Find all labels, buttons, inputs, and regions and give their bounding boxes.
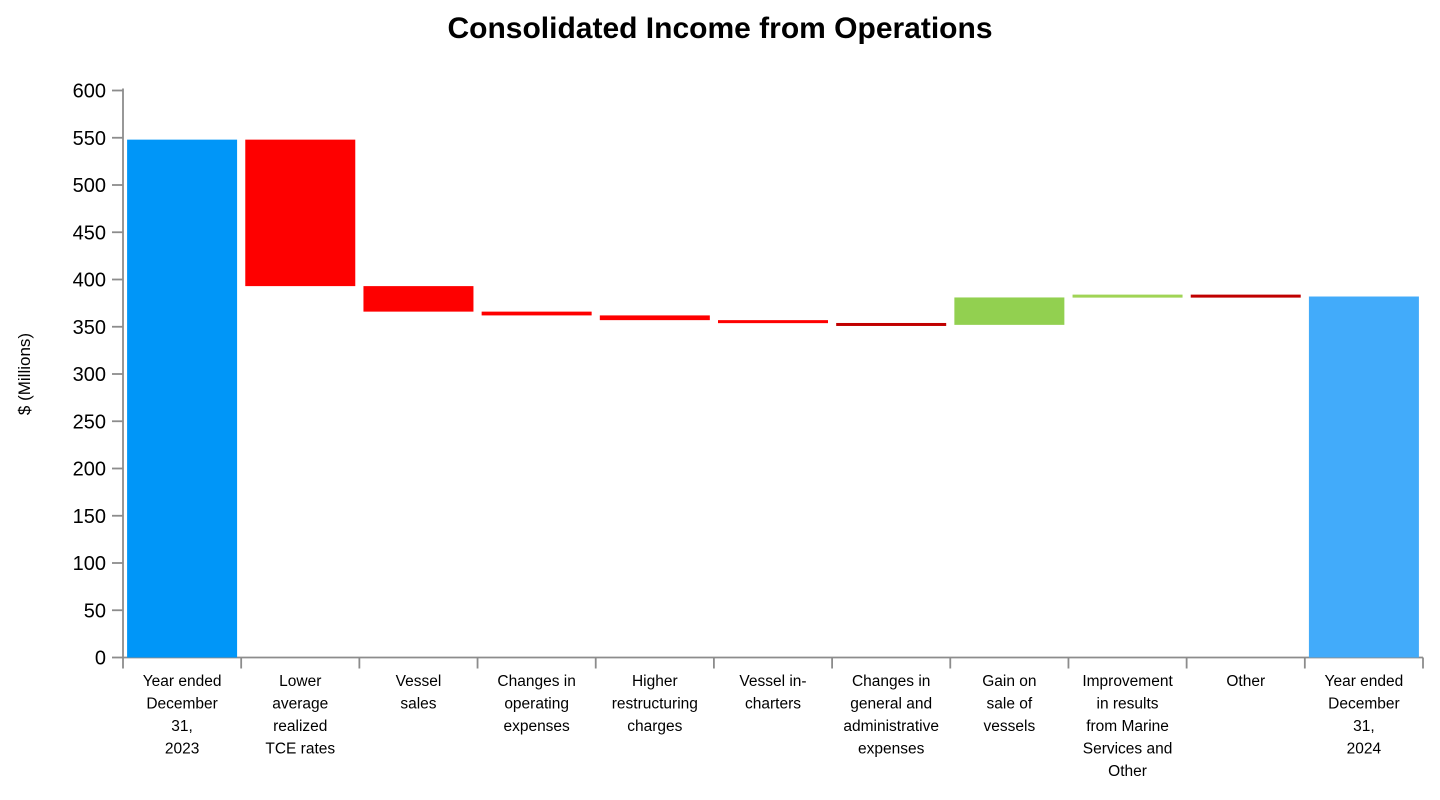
x-axis-category-label-line: administrative [843,718,939,735]
chart-title: Consolidated Income from Operations [447,12,993,45]
x-axis-category-label-line: charges [627,718,682,735]
x-axis-category-label-line: in results [1097,696,1159,713]
bar-delta-4 [599,315,710,321]
x-axis-category-label-line: charters [745,696,801,713]
x-axis-category-label: Gain on sale of vessels [982,673,1036,735]
x-axis-category-label-line: December [1328,696,1400,713]
x-axis-category-label: Year ended December 31, 2024 [1325,673,1404,758]
x-axis-category-label-line: Other [1108,763,1147,780]
x-axis-category-label-line: Changes in [852,673,930,690]
x-axis-category-label: Other [1226,673,1265,690]
bar-total-10 [1308,296,1419,658]
y-axis-tick-label: 200 [73,459,106,481]
x-axis-category-label-line: Year ended [143,673,222,690]
x-axis-category-label-line: expenses [858,741,925,758]
x-axis-category-label: Vessel sales [396,673,442,713]
x-axis-category-label-line: TCE rates [265,741,335,758]
y-axis-tick-label: 600 [73,81,106,103]
x-axis-category-label-line: Lower [279,673,321,690]
x-axis-category-label-line: Year ended [1325,673,1404,690]
y-axis-tick-label: 100 [73,553,106,575]
bar-delta-6 [836,322,947,326]
x-axis-category-label-line: 31, [171,718,193,735]
x-axis-category-label: Changes in operating expenses [497,673,575,735]
y-axis-tick-label: 450 [73,222,106,244]
x-axis-category-label-line: Improvement [1082,673,1173,690]
x-axis-category-label-line: 2023 [165,741,199,758]
y-axis-tick-label: 250 [73,411,106,433]
y-axis-tick-label: 350 [73,317,106,339]
x-axis-category-label-line: Vessel [396,673,442,690]
bar-delta-5 [718,320,828,324]
x-axis-category-label-line: restructuring [612,696,698,713]
y-axis-tick-label: 300 [73,364,106,386]
y-axis-tick-label: 50 [84,600,106,622]
y-axis-tick-label: 400 [73,270,106,292]
x-axis-category-label: Year ended December 31, 2023 [143,673,222,758]
bar-delta-2 [363,286,474,312]
x-axis-category-label-line: sales [400,696,436,713]
x-axis-category-label-line: 31, [1353,718,1375,735]
x-axis-category-label-line: vessels [984,718,1036,735]
bar-delta-3 [481,311,592,316]
y-axis-tick-label: 0 [95,648,106,670]
bar-total-0 [127,139,238,658]
x-axis-category-label-line: Other [1226,673,1265,690]
y-axis-tick-label: 150 [73,506,106,528]
x-axis-category-label: Changes in general and administrative expen… [843,673,939,758]
x-axis-category-label-line: average [272,696,328,713]
bar-delta-7 [954,297,1065,325]
x-axis-category-label-line: December [146,696,218,713]
x-axis-category-label-line: Vessel in- [739,673,806,690]
x-axis-category-label-line: sale of [987,696,1033,713]
bar-delta-9 [1190,294,1301,298]
x-axis-category-label-line: general and [850,696,932,713]
x-axis-category-label-line: Gain on [982,673,1036,690]
x-axis-category-label: Lower average realized TCE rates [265,673,335,758]
y-axis-tick-label: 550 [73,128,106,150]
y-axis-title: $ (Millions) [15,333,34,415]
x-axis-category-label-line: Higher [632,673,678,690]
x-axis-category-label-line: Services and [1083,741,1173,758]
x-axis-category-label-line: from Marine [1086,718,1169,735]
x-axis-category-label-line: expenses [503,718,570,735]
x-axis-category-label-line: realized [273,718,327,735]
x-axis-category-label: Improvement in results from Marine Services… [1082,673,1173,780]
bar-delta-1 [245,139,356,287]
x-axis-category-label-line: operating [504,696,569,713]
x-axis-category-label-line: Changes in [497,673,575,690]
y-axis-tick-label: 500 [73,175,106,197]
x-axis-category-label: Higher restructuring charges [612,673,698,735]
x-axis-category-label: Vessel in-charters [739,673,806,713]
x-axis-category-label-line: 2024 [1347,741,1382,758]
bar-delta-8 [1072,294,1183,298]
